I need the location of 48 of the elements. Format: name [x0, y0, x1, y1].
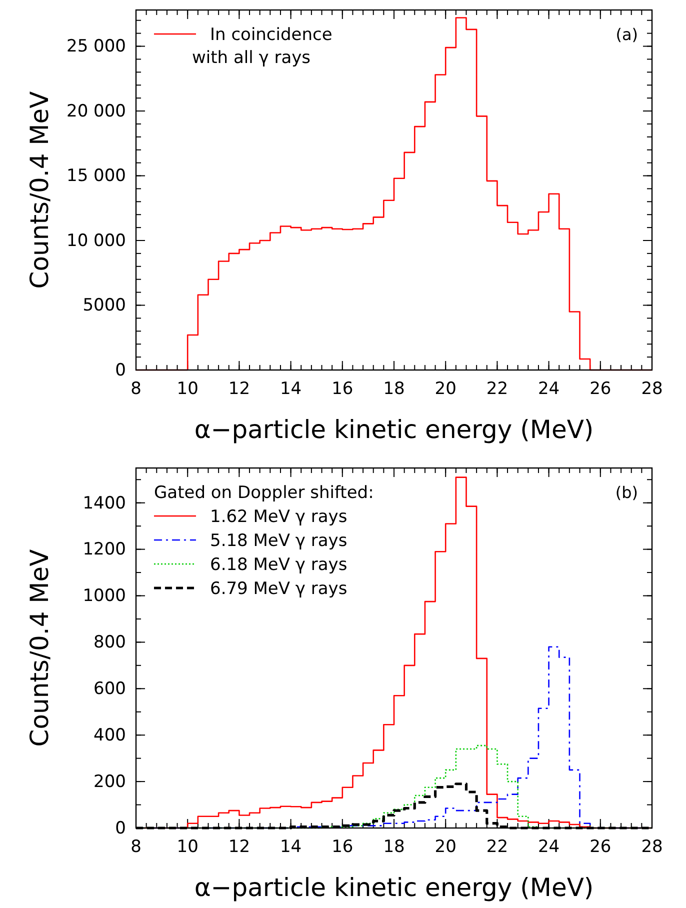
x-tick-label: 20 — [434, 379, 456, 400]
x-tick-label: 8 — [130, 837, 142, 858]
legend-label: 5.18 MeV γ rays — [210, 531, 348, 551]
x-tick-label: 22 — [486, 379, 508, 400]
x-tick-label: 24 — [538, 379, 560, 400]
legend-title: Gated on Doppler shifted: — [154, 483, 374, 503]
x-tick-label: 24 — [538, 837, 560, 858]
legend-label: 1.62 MeV γ rays — [210, 507, 348, 527]
x-tick-label: 14 — [280, 379, 302, 400]
y-tick-label: 15 000 — [66, 166, 126, 186]
x-tick-label: 28 — [641, 379, 663, 400]
x-tick-label: 10 — [176, 837, 198, 858]
y-tick-label: 800 — [94, 632, 126, 653]
x-axis-title: α−particle kinetic energy (MeV) — [194, 873, 594, 902]
x-tick-label: 18 — [383, 837, 405, 858]
legend-label: 6.18 MeV γ rays — [210, 555, 348, 575]
y-tick-label: 10 000 — [66, 230, 126, 251]
legend-label: In coincidence with all γ rays — [192, 25, 332, 68]
x-tick-label: 16 — [332, 379, 354, 400]
x-tick-label: 26 — [590, 379, 612, 400]
y-tick-label: 1200 — [82, 540, 126, 560]
y-axis-title: Counts/0.4 MeV — [25, 91, 54, 289]
y-tick-label: 0 — [115, 818, 126, 838]
y-tick-label: 1400 — [82, 493, 126, 514]
x-tick-label: 14 — [280, 837, 302, 858]
x-tick-label: 10 — [176, 379, 198, 400]
y-tick-label: 400 — [94, 726, 126, 746]
x-axis-title: α−particle kinetic energy (MeV) — [194, 415, 594, 444]
y-tick-label: 20 000 — [66, 101, 126, 122]
x-tick-label: 18 — [383, 379, 405, 400]
x-tick-label: 8 — [130, 379, 142, 400]
y-tick-label: 200 — [94, 772, 126, 792]
x-tick-label: 28 — [641, 837, 663, 858]
y-tick-label: 25 000 — [66, 36, 126, 57]
x-tick-label: 12 — [228, 379, 250, 400]
x-tick-label: 16 — [332, 837, 354, 858]
y-axis-title: Counts/0.4 MeV — [25, 549, 54, 747]
x-tick-label: 22 — [486, 837, 508, 858]
x-tick-label: 20 — [434, 837, 456, 858]
y-tick-label: 600 — [94, 679, 126, 700]
x-tick-label: 12 — [228, 837, 250, 858]
y-tick-label: 5000 — [82, 296, 126, 316]
annotation: (a) — [616, 25, 638, 44]
y-tick-label: 1000 — [82, 586, 126, 606]
legend-label: 6.79 MeV γ rays — [210, 579, 348, 599]
annotation: (b) — [615, 483, 638, 502]
x-tick-label: 26 — [590, 837, 612, 858]
y-tick-label: 0 — [115, 360, 126, 380]
